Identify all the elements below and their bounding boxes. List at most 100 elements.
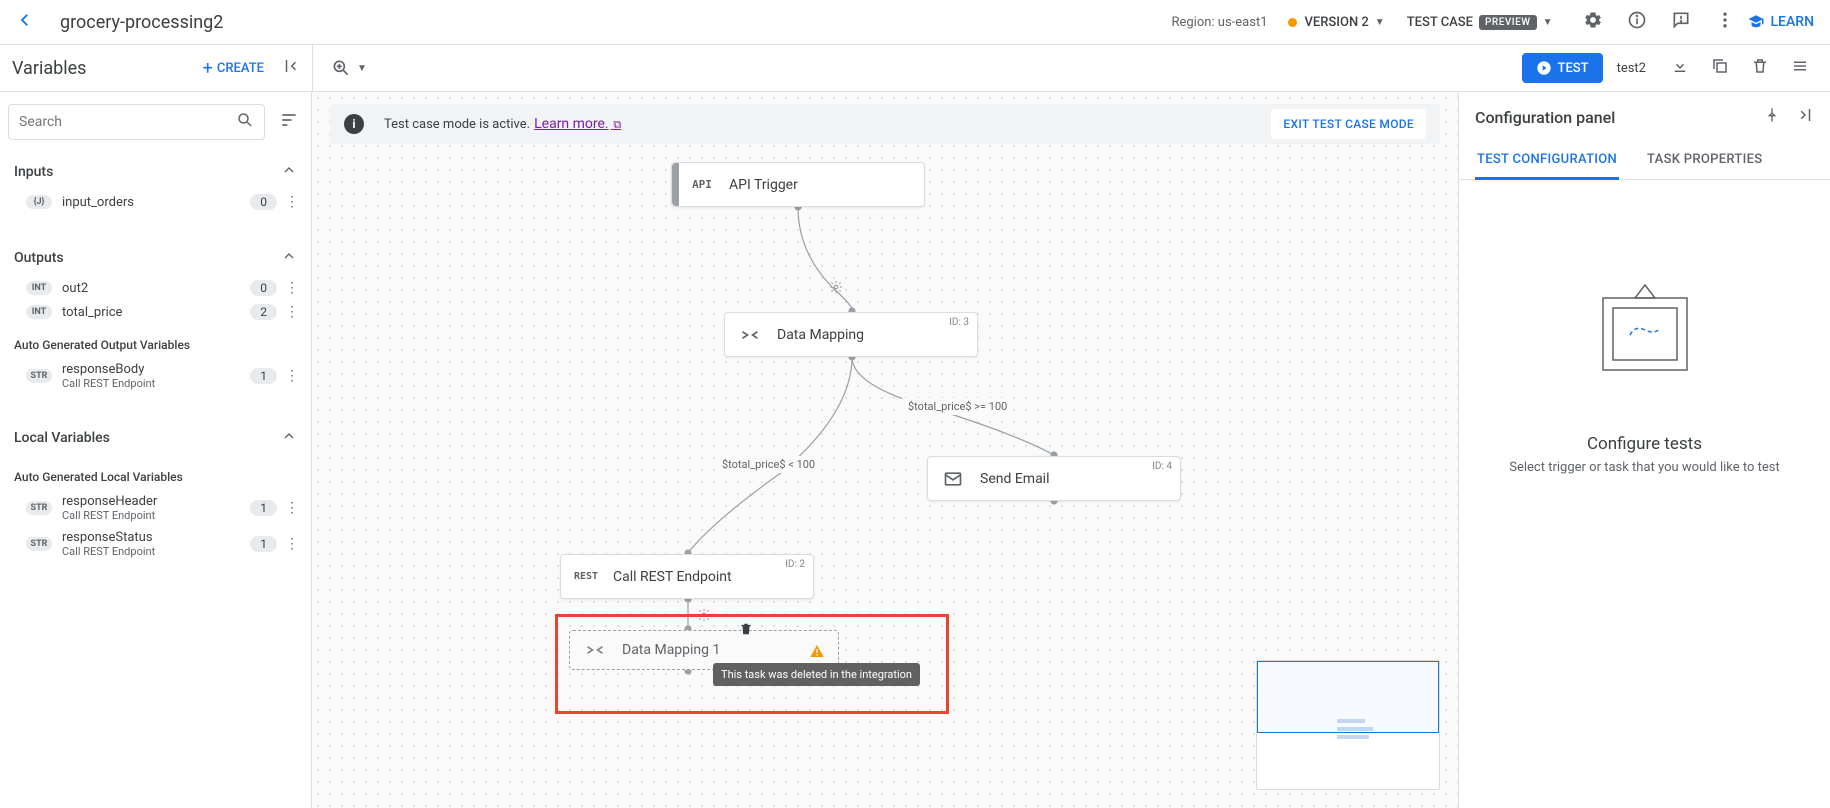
chevron-down-icon: ▼ [1375, 17, 1385, 28]
delete-node-icon[interactable] [739, 622, 753, 640]
chevron-up-icon [281, 248, 297, 268]
more-icon[interactable] [1703, 10, 1747, 35]
feedback-icon[interactable] [1659, 10, 1703, 35]
api-icon: API [691, 178, 713, 191]
data-mapping-icon [584, 640, 606, 660]
menu-icon[interactable] [1780, 57, 1820, 79]
back-button[interactable] [16, 11, 40, 33]
version-status-dot [1288, 18, 1297, 27]
chevron-down-icon: ▼ [1543, 17, 1553, 28]
empty-state-subtitle: Select trigger or task that you would li… [1509, 460, 1779, 475]
node-data-mapping[interactable]: Data Mapping ID: 3 [724, 312, 978, 357]
create-variable-button[interactable]: + CREATE [203, 58, 264, 79]
usage-count: 0 [250, 194, 277, 210]
exit-test-mode-button[interactable]: EXIT TEST CASE MODE [1271, 109, 1426, 139]
more-icon[interactable]: ⋮ [283, 280, 301, 296]
test-button[interactable]: TEST [1522, 53, 1603, 83]
sort-button[interactable] [275, 106, 303, 138]
usage-count: 2 [250, 304, 277, 320]
empty-state-illustration [1585, 280, 1705, 394]
variable-row[interactable]: INT total_price 2 ⋮ [8, 300, 303, 324]
inputs-section-header[interactable]: Inputs [8, 154, 303, 190]
more-icon[interactable]: ⋮ [283, 368, 301, 384]
warning-icon [809, 643, 825, 663]
collapse-sidebar-button[interactable] [282, 57, 300, 79]
type-tag: STR [26, 501, 52, 515]
node-id: ID: 3 [949, 317, 969, 328]
chevron-down-icon: ▼ [357, 63, 367, 74]
variables-heading: Variables [12, 58, 86, 79]
usage-count: 0 [250, 280, 277, 296]
info-icon[interactable] [1615, 10, 1659, 35]
usage-count: 1 [250, 368, 277, 384]
email-icon [942, 469, 964, 489]
locals-section-header[interactable]: Local Variables [8, 420, 303, 456]
testcase-selector[interactable]: TEST CASE PREVIEW ▼ [1407, 15, 1553, 30]
edge-config-icon[interactable] [697, 608, 711, 626]
external-link-icon: ⧉ [611, 118, 622, 131]
configuration-panel: Configuration panel TEST CONFIGURATION T… [1458, 92, 1830, 808]
search-input[interactable] [19, 114, 236, 130]
test-name-label: test2 [1617, 61, 1646, 76]
more-icon[interactable]: ⋮ [283, 194, 301, 210]
integration-title: grocery-processing2 [60, 12, 223, 33]
info-icon: i [344, 114, 364, 134]
test-mode-banner: i Test case mode is active. Learn more. … [330, 104, 1440, 144]
search-icon [236, 111, 254, 133]
variable-row[interactable]: {J} input_orders 0 ⋮ [8, 190, 303, 214]
variable-row[interactable]: STR responseStatus Call REST Endpoint 1 … [8, 526, 303, 562]
collapse-panel-icon[interactable] [1796, 106, 1814, 128]
panel-title: Configuration panel [1475, 108, 1748, 127]
usage-count: 1 [250, 500, 277, 516]
learn-button[interactable]: LEARN [1747, 13, 1815, 31]
learn-more-link[interactable]: Learn more. ⧉ [534, 116, 621, 132]
deleted-task-tooltip: This task was deleted in the integration [713, 663, 920, 686]
node-api-trigger[interactable]: API API Trigger [671, 162, 925, 207]
version-label: VERSION 2 [1305, 15, 1369, 30]
node-call-rest[interactable]: REST Call REST Endpoint ID: 2 [560, 554, 814, 599]
edge-config-icon[interactable] [829, 280, 843, 298]
variable-row[interactable]: STR responseBody Call REST Endpoint 1 ⋮ [8, 358, 303, 394]
empty-state-title: Configure tests [1587, 434, 1702, 454]
more-icon[interactable]: ⋮ [283, 500, 301, 516]
version-selector[interactable]: VERSION 2 ▼ [1288, 15, 1385, 30]
settings-icon[interactable] [1571, 10, 1615, 35]
edge-condition: $total_price$ < 100 [716, 456, 821, 473]
node-drag-handle[interactable] [672, 163, 679, 206]
type-tag: STR [26, 369, 52, 383]
variable-row[interactable]: STR responseHeader Call REST Endpoint 1 … [8, 490, 303, 526]
data-mapping-icon [739, 325, 761, 345]
variables-sidebar: Inputs {J} input_orders 0 ⋮ Outputs INT … [0, 92, 312, 808]
zoom-control[interactable]: ▼ [331, 58, 367, 78]
region-label: Region: us-east1 [1171, 15, 1267, 30]
auto-local-subheader: Auto Generated Local Variables [8, 456, 303, 490]
canvas[interactable]: i Test case mode is active. Learn more. … [312, 92, 1458, 808]
outputs-section-header[interactable]: Outputs [8, 240, 303, 276]
node-id: ID: 2 [785, 559, 805, 570]
chevron-up-icon [281, 162, 297, 182]
preview-badge: PREVIEW [1479, 15, 1537, 30]
copy-icon[interactable] [1700, 57, 1740, 79]
variable-row[interactable]: INT out2 0 ⋮ [8, 276, 303, 300]
auto-output-subheader: Auto Generated Output Variables [8, 324, 303, 358]
delete-icon[interactable] [1740, 57, 1780, 79]
type-tag: STR [26, 537, 52, 551]
rest-icon: REST [575, 571, 597, 582]
download-icon[interactable] [1660, 57, 1700, 79]
node-id: ID: 4 [1152, 461, 1172, 472]
type-tag: INT [26, 305, 52, 319]
tab-test-configuration[interactable]: TEST CONFIGURATION [1475, 142, 1619, 180]
more-icon[interactable]: ⋮ [283, 304, 301, 320]
edge-condition: $total_price$ >= 100 [902, 398, 1013, 415]
pin-icon[interactable] [1764, 107, 1780, 127]
plus-icon: + [203, 58, 213, 79]
usage-count: 1 [250, 536, 277, 552]
minimap[interactable] [1256, 660, 1440, 790]
node-send-email[interactable]: Send Email ID: 4 [927, 456, 1181, 501]
chevron-up-icon [281, 428, 297, 448]
more-icon[interactable]: ⋮ [283, 536, 301, 552]
tab-task-properties[interactable]: TASK PROPERTIES [1645, 142, 1764, 179]
type-tag: INT [26, 281, 52, 295]
testcase-label: TEST CASE [1407, 15, 1473, 30]
search-input-wrapper[interactable] [8, 104, 265, 140]
